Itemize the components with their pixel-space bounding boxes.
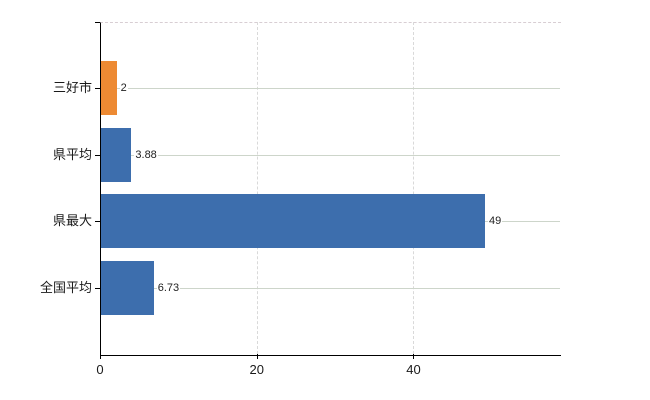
x-tick-label: 20 [249, 362, 264, 377]
y-axis-tick [95, 287, 100, 289]
plot-area [100, 22, 561, 356]
bar-value-label: 3.88 [134, 147, 158, 162]
category-gridline [101, 154, 560, 156]
x-axis-tick [256, 354, 258, 359]
x-tick-label: 0 [96, 362, 104, 377]
category-label: 三好市 [52, 80, 92, 96]
x-tick-label: 40 [406, 362, 421, 377]
y-axis-tick [95, 154, 100, 156]
vertical-gridline [256, 22, 258, 354]
y-axis-tick [95, 22, 100, 23]
category-gridline [101, 287, 560, 289]
bar [101, 194, 485, 249]
vertical-gridline [413, 22, 415, 354]
bar [101, 127, 132, 182]
x-axis-tick [413, 354, 415, 359]
y-axis-tick [95, 221, 100, 223]
category-label: 県最大 [52, 213, 92, 229]
y-axis-tick [95, 88, 100, 90]
category-gridline [101, 88, 560, 90]
bar-value-label: 6.73 [156, 280, 181, 295]
bar [101, 61, 117, 116]
bar-value-label: 2 [119, 81, 128, 96]
bar-value-label: 49 [487, 214, 503, 229]
bar [101, 260, 154, 315]
category-label: 全国平均 [39, 279, 92, 295]
category-label: 県平均 [52, 146, 92, 162]
x-axis-tick [100, 354, 101, 359]
